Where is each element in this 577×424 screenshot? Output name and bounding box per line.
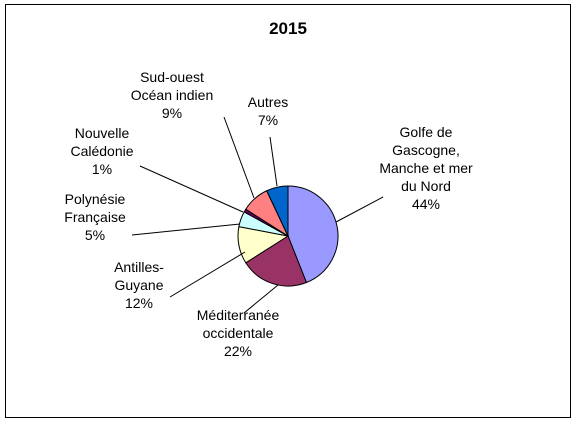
slice-category-label-4: Calédonie [70, 143, 133, 159]
chart-title: 2015 [269, 19, 307, 38]
leader-line-4 [139, 165, 244, 213]
pie-slice-6 [266, 185, 289, 237]
slice-percent-label-6: 7% [258, 112, 278, 128]
slice-category-label-0: Manche et mer [379, 160, 473, 176]
leader-line-5 [223, 116, 255, 199]
slice-percent-label-3: 5% [85, 227, 105, 243]
leader-line-0 [335, 196, 384, 223]
slice-category-label-0: du Nord [401, 178, 451, 194]
slice-category-label-2: Antilles- [114, 259, 164, 275]
slice-percent-label-4: 1% [92, 161, 112, 177]
slice-category-label-0: Golfe de [400, 124, 453, 140]
slice-category-label-5: Océan indien [131, 87, 214, 103]
pie-slice-0 [287, 185, 339, 284]
slice-category-label-3: Polynésie [65, 191, 126, 207]
pie-slice-1 [245, 235, 308, 287]
slice-category-label-3: Française [64, 209, 126, 225]
slice-category-label-5: Sud-ouest [140, 69, 204, 85]
slice-percent-label-1: 22% [224, 343, 252, 359]
slice-percent-label-5: 9% [162, 105, 182, 121]
slice-category-label-6: Autres [248, 94, 288, 110]
slice-category-label-0: Gascogne, [392, 142, 460, 158]
leader-line-3 [131, 223, 241, 236]
slice-category-label-1: Méditerranée [197, 307, 280, 323]
leader-line-2 [169, 251, 246, 298]
leader-line-1 [243, 284, 279, 314]
leader-line-6 [269, 136, 278, 187]
slice-category-label-2: Guyane [114, 277, 163, 293]
slice-category-label-4: Nouvelle [75, 125, 130, 141]
slice-percent-label-0: 44% [412, 196, 440, 212]
slice-percent-label-2: 12% [125, 295, 153, 311]
slice-category-label-1: occidentale [203, 325, 274, 341]
